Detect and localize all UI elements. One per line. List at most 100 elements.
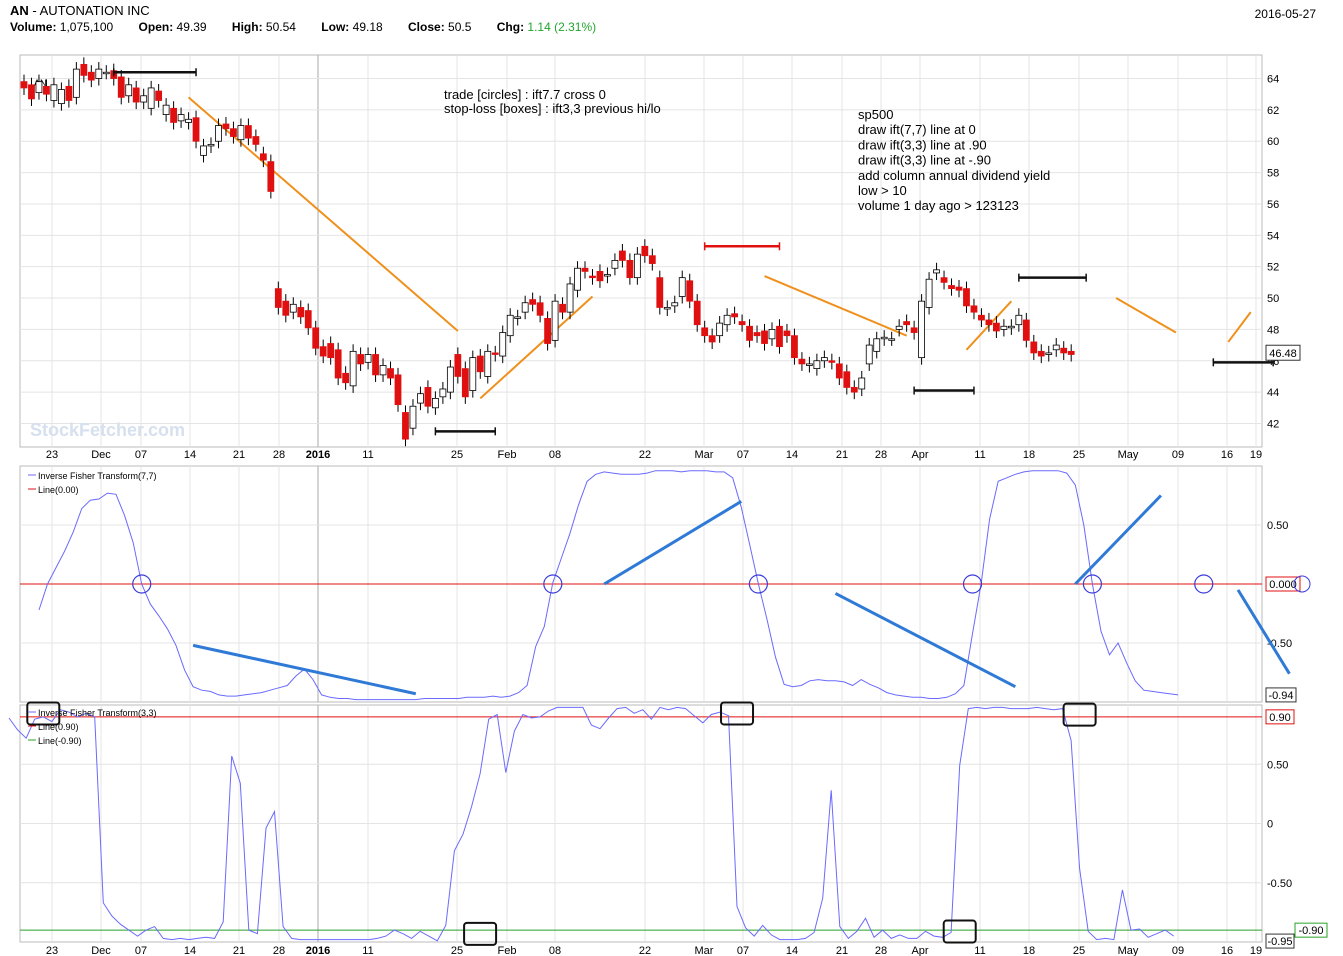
candle-down	[1067, 350, 1075, 355]
open-value: 49.39	[176, 20, 207, 34]
candle-up	[237, 125, 245, 141]
candle-down	[791, 335, 798, 359]
candle-up	[663, 307, 671, 310]
candle-down	[693, 300, 701, 326]
candle-up	[140, 95, 148, 103]
candle-up	[566, 283, 574, 313]
candle-down	[274, 288, 282, 308]
ift77-last-box	[1265, 687, 1297, 703]
ift33-last-label: -0.95	[1267, 936, 1292, 948]
candle-up	[177, 114, 185, 122]
x-tick-label-bottom: Apr	[911, 945, 928, 956]
x-tick-label-bottom: 23	[46, 945, 58, 956]
x-tick-label-bottom: 11	[974, 945, 985, 956]
ift77-axis-tick: 0.50	[1267, 520, 1288, 532]
x-tick-label-top: Feb	[498, 449, 517, 461]
annotation-screen-line: sp500	[858, 107, 893, 122]
candle-down	[581, 267, 589, 272]
ift33-axis-tick: -0.50	[1267, 878, 1292, 890]
candle-up	[933, 269, 940, 274]
panel-frame-1	[19, 54, 1263, 448]
candle-up	[611, 260, 619, 269]
x-tick-label-top: 28	[875, 449, 887, 461]
x-tick-label-bottom: 18	[1023, 945, 1035, 956]
annotation-screen-line: low > 10	[858, 183, 907, 198]
candle-down	[28, 84, 35, 100]
candle-up	[806, 363, 813, 366]
candle-down	[259, 153, 267, 161]
candle-up	[446, 366, 454, 393]
candle-down	[656, 277, 664, 308]
price-trend-line	[1227, 311, 1252, 343]
candle-up	[431, 397, 439, 409]
stop-loss-box	[26, 701, 61, 726]
candle-up	[918, 300, 925, 359]
candle-down	[626, 260, 634, 279]
candle-down	[192, 117, 200, 142]
candle-down	[65, 85, 73, 101]
candle-up	[215, 125, 222, 142]
candle-down	[1030, 341, 1038, 354]
price-axis-tick: 50	[1267, 293, 1279, 305]
candle-down	[20, 81, 28, 89]
candle-up	[768, 328, 776, 340]
candle-up	[439, 388, 447, 398]
candle-down	[910, 327, 918, 333]
symbol: AN	[10, 3, 29, 18]
x-tick-label-bottom: 16	[1221, 945, 1233, 956]
price-axis-tick: 42	[1267, 418, 1279, 430]
candle-down	[252, 136, 260, 145]
candle-down	[222, 123, 230, 130]
candle-down	[753, 332, 761, 337]
volume-label: Volume:	[10, 20, 57, 34]
candle-down	[43, 85, 50, 95]
candle-down	[903, 321, 911, 326]
candle-down	[297, 307, 305, 318]
ift77-trend-line	[603, 500, 743, 586]
candle-up	[723, 314, 731, 326]
candle-down	[589, 275, 596, 279]
candle-down	[394, 374, 402, 406]
candle-up	[604, 274, 611, 277]
price-axis-tick: 52	[1267, 262, 1279, 274]
candle-up	[95, 68, 103, 79]
candle-down	[596, 270, 604, 282]
x-tick-label-bottom: 25	[1073, 945, 1085, 956]
x-tick-label-bottom: 11	[362, 945, 373, 956]
candle-down	[776, 325, 783, 348]
candle-down	[843, 371, 851, 388]
ift77-trend-line	[1236, 589, 1291, 675]
price-trend-line	[764, 275, 908, 337]
annotation-trade: trade [circles] : ift7.7 cross 0	[444, 87, 606, 102]
close-value: 50.5	[448, 20, 472, 34]
candle-up	[880, 336, 888, 340]
x-tick-label-bottom: 19	[1250, 945, 1262, 956]
candle-down	[850, 387, 858, 393]
ift33-legend-3: Line(-0.90)	[38, 736, 82, 746]
x-tick-label-top: 21	[836, 449, 848, 461]
x-tick-label-top: Apr	[911, 449, 928, 461]
company-name: AUTONATION INC	[39, 3, 150, 18]
candle-down	[746, 325, 753, 341]
x-tick-label-bottom: 07	[135, 945, 147, 956]
candle-up	[1015, 314, 1023, 326]
ift33-axis-tick: 0.50	[1267, 759, 1288, 771]
x-tick-label-bottom: 07	[737, 945, 749, 956]
candle-up	[499, 332, 507, 357]
open-label: Open:	[138, 20, 174, 34]
ift33-axis-tick: 0	[1267, 819, 1273, 831]
high-value: 50.54	[265, 20, 296, 34]
candle-up	[671, 302, 679, 307]
ift77-last-label: -0.94	[1268, 690, 1293, 702]
candle-up	[551, 300, 559, 341]
ift77-trend-line	[192, 643, 417, 696]
stop-loss-box	[720, 701, 755, 726]
candle-up	[162, 104, 170, 115]
price-trend-line	[1115, 297, 1177, 334]
x-tick-label-top: 25	[451, 449, 463, 461]
candle-down	[940, 277, 948, 283]
candle-up	[364, 354, 372, 363]
candle-down	[424, 387, 432, 407]
candle-up	[185, 118, 192, 123]
candle-up	[678, 277, 686, 297]
